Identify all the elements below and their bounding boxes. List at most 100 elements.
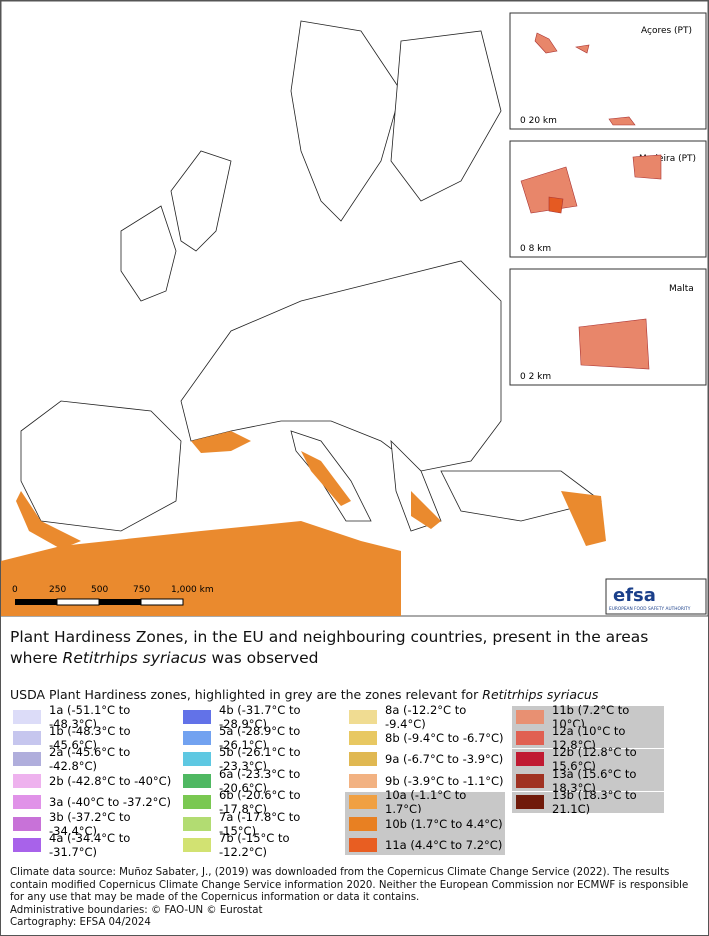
title-species: Retitrhips syriacus (62, 649, 207, 667)
scale-bar (15, 598, 184, 606)
legend-item: 12a (10°C to 12.8°C) (512, 724, 664, 752)
legend-swatch (349, 795, 377, 810)
legend-item: 10a (-1.1°C to 1.7°C) (345, 788, 505, 816)
footer: Climate data source: Muñoz Sabater, J., … (10, 867, 699, 930)
legend-label: 3a (-40°C to -37.2°C) (49, 795, 171, 810)
inset-scale: 0 20 km (520, 116, 557, 126)
legend-item: 9a (-6.7°C to -3.9°C) (345, 749, 505, 770)
legend-label: 3b (-37.2°C to -34.4°C) (49, 809, 131, 838)
legend-item: 2a (-45.6°C to -42.8°C) (9, 745, 174, 773)
legend-item: 7b (-15°C to -12.2°C) (179, 831, 339, 859)
footer-line: Climate data source: Muñoz Sabater, J., … (10, 867, 689, 904)
legend-item: 1b (-48.3°C to -45.6°C) (9, 724, 174, 752)
legend-swatch (183, 837, 211, 852)
legend-item: 9b (-3.9°C to -1.1°C) (345, 770, 505, 791)
scale-label: 0 (12, 585, 18, 595)
inset-title: Malta (669, 284, 694, 294)
inset-frame (509, 12, 707, 130)
legend-label: 12b (12.8°C to 15.6°C) (552, 745, 637, 774)
legend-item: 4a (-34.4°C to -31.7°C) (9, 831, 174, 859)
legend-label: 4b (-31.7°C to -28.9°C) (219, 702, 301, 731)
legend-label: 2a (-45.6°C to -42.8°C) (49, 745, 131, 774)
land (20, 20, 602, 532)
legend-item: 3b (-37.2°C to -34.4°C) (9, 810, 174, 838)
legend-swatch (349, 837, 377, 852)
legend-label: 13a (15.6°C to 18.3°C) (552, 766, 637, 795)
zone-areas (1, 431, 606, 616)
legend-label: 2b (-42.8°C to -40°C) (49, 773, 172, 788)
legend-item: 8b (-9.4°C to -6.7°C) (345, 727, 505, 748)
logo-box (605, 578, 707, 615)
legend-swatch (13, 709, 41, 724)
legend-swatch (349, 730, 377, 745)
legend-label: 8b (-9.4°C to -6.7°C) (385, 730, 504, 745)
legend-label: 13b (18.3°C to 21.1C) (552, 788, 637, 817)
map: Açores (PT) 0 20 km Madeira (PT) 0 8 km … (1, 1, 708, 617)
legend-item: 6b (-20.6°C to -17.8°C) (179, 788, 339, 816)
inset-title: Açores (PT) (641, 26, 692, 36)
legend-swatch (13, 730, 41, 745)
footer-line: Cartography: EFSA 04/2024 (10, 917, 151, 929)
logo-subtitle: EUROPEAN FOOD SAFETY AUTHORITY (609, 606, 691, 612)
scale-label: 500 (91, 585, 108, 595)
legend-swatch (13, 816, 41, 831)
legend-item: 5b (-26.1°C to -23.3°C) (179, 745, 339, 773)
scale-label: 250 (49, 585, 66, 595)
logo: efsa (613, 585, 656, 606)
legend-item: 11b (7.2°C to 10°C) (512, 703, 664, 731)
legend-label: 5a (-28.9°C to -26.1°C) (219, 723, 301, 752)
title-text: Plant Hardiness Zones, in the EU and nei… (10, 628, 649, 667)
legend-item: 8a (-12.2°C to -9.4°C) (345, 703, 505, 731)
footer-line: Administrative boundaries: © FAO-UN © Eu… (10, 904, 263, 916)
legend-label: 7a (-17.8°C to -15°C) (219, 809, 301, 838)
scale-label: 1,000 km (171, 585, 214, 595)
legend-swatch (183, 773, 211, 788)
legend-swatch (13, 795, 41, 810)
legend-swatch (13, 752, 41, 767)
legend-item: 11a (4.4°C to 7.2°C) (345, 834, 505, 856)
inset-scale: 0 8 km (520, 244, 551, 254)
legend-swatch (349, 816, 377, 831)
legend-swatch (13, 773, 41, 788)
legend-swatch (13, 837, 41, 852)
legend-item: 1a (-51.1°C to -48.3°C) (9, 703, 174, 731)
legend-item: 6a (-23.3°C to -20.6°C) (179, 767, 339, 795)
legend: 1a (-51.1°C to -48.3°C) 1b (-48.3°C to -4… (9, 703, 699, 859)
legend-item: 4b (-31.7°C to -28.9°C) (179, 703, 339, 731)
legend-label: 5b (-26.1°C to -23.3°C) (219, 745, 301, 774)
legend-item: 12b (12.8°C to 15.6°C) (512, 745, 664, 773)
legend-item: 7a (-17.8°C to -15°C) (179, 810, 339, 838)
legend-item: 10b (1.7°C to 4.4°C) (345, 813, 505, 834)
legend-label: 1a (-51.1°C to -48.3°C) (49, 702, 131, 731)
legend-label: 10b (1.7°C to 4.4°C) (385, 816, 503, 831)
legend-heading: USDA Plant Hardiness zones, highlighted … (10, 687, 699, 702)
legend-label: 11b (7.2°C to 10°C) (552, 702, 630, 731)
legend-item: 5a (-28.9°C to -26.1°C) (179, 724, 339, 752)
legend-swatch (183, 709, 211, 724)
legend-swatch (183, 730, 211, 745)
legend-label: 8a (-12.2°C to -9.4°C) (385, 702, 467, 731)
legend-label: 6b (-20.6°C to -17.8°C) (219, 788, 301, 817)
legend-swatch (516, 795, 544, 810)
inset-areas (520, 32, 662, 370)
heading-species: Retitrhips syriacus (482, 687, 599, 702)
legend-label: 9a (-6.7°C to -3.9°C) (385, 752, 504, 767)
legend-label: 12a (10°C to 12.8°C) (552, 723, 626, 752)
inset-title: Madeira (PT) (639, 154, 696, 164)
scale-label: 750 (133, 585, 150, 595)
legend-label: 10a (-1.1°C to 1.7°C) (385, 788, 467, 817)
caption-title: Plant Hardiness Zones, in the EU and nei… (10, 627, 699, 669)
heading-text: USDA Plant Hardiness zones, highlighted … (10, 687, 483, 702)
title-text: was observed (206, 649, 319, 667)
legend-item: 13b (18.3°C to 21.1C) (512, 788, 664, 816)
legend-swatch (183, 795, 211, 810)
legend-label: 11a (4.4°C to 7.2°C) (385, 837, 503, 852)
legend-item: 2b (-42.8°C to -40°C) (9, 770, 174, 791)
legend-label: 6a (-23.3°C to -20.6°C) (219, 766, 301, 795)
inset-scale: 0 2 km (520, 372, 551, 382)
legend-swatch (516, 730, 544, 745)
legend-label: 1b (-48.3°C to -45.6°C) (49, 723, 131, 752)
legend-swatch (183, 816, 211, 831)
legend-swatch (516, 773, 544, 788)
